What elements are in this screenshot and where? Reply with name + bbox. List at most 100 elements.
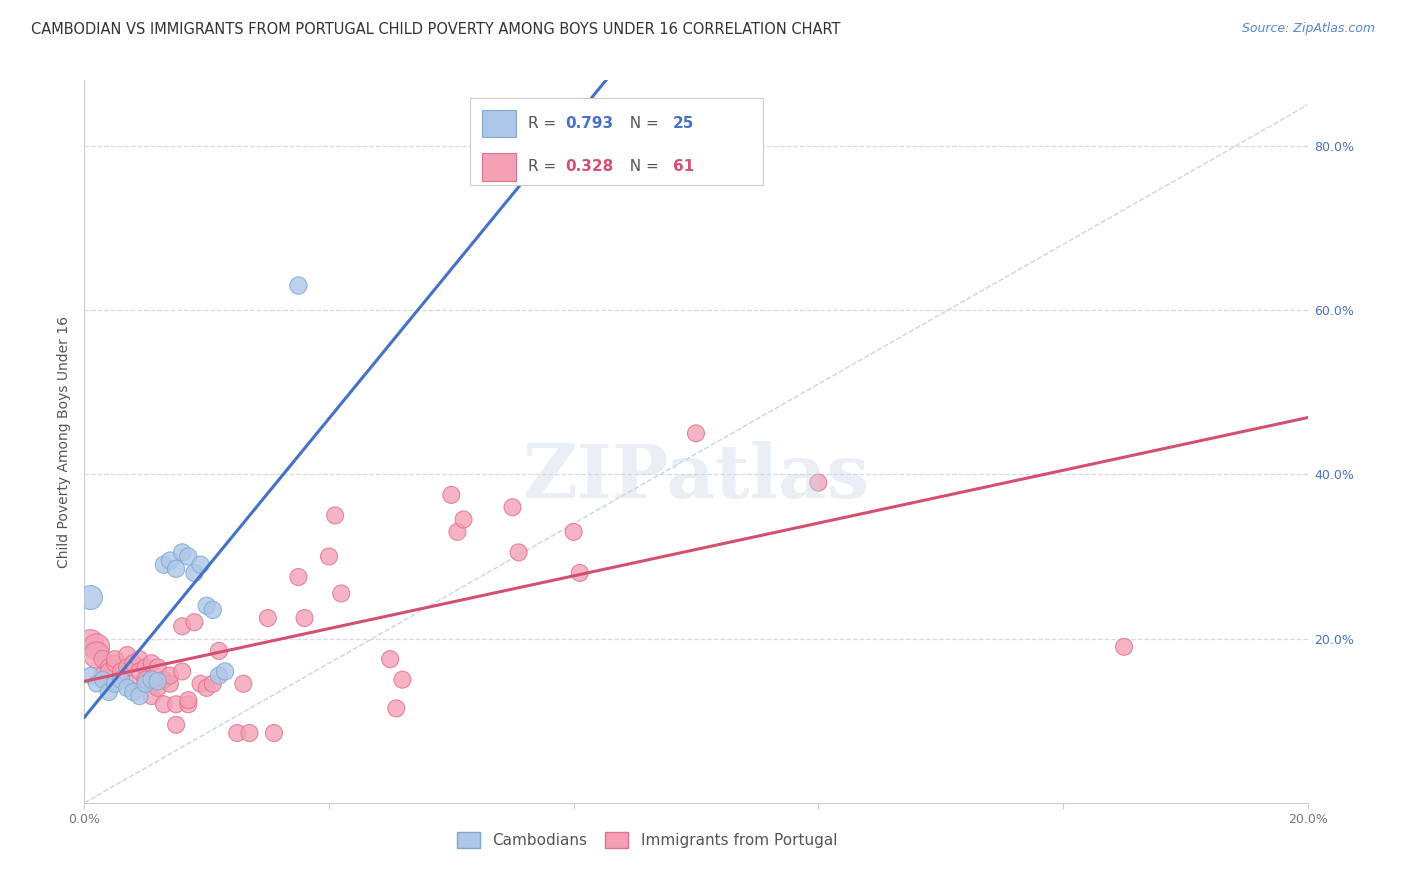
Point xyxy=(568,566,591,580)
Point xyxy=(562,524,585,539)
Point xyxy=(153,558,176,572)
Point xyxy=(128,652,150,666)
Point xyxy=(172,545,194,559)
Point xyxy=(453,512,475,526)
Point xyxy=(79,636,101,650)
Text: 0.328: 0.328 xyxy=(565,160,613,175)
Point xyxy=(110,668,132,682)
FancyBboxPatch shape xyxy=(482,153,516,181)
Point xyxy=(104,652,127,666)
Point xyxy=(86,640,108,654)
Point xyxy=(226,726,249,740)
Point xyxy=(141,689,163,703)
Text: N =: N = xyxy=(620,116,664,131)
Point xyxy=(104,657,127,671)
Text: 61: 61 xyxy=(672,160,695,175)
Point xyxy=(97,660,120,674)
Point xyxy=(122,657,145,671)
Point xyxy=(115,681,138,695)
Point xyxy=(177,698,200,712)
Point xyxy=(208,668,231,682)
Point xyxy=(135,673,157,687)
FancyBboxPatch shape xyxy=(482,110,516,137)
Point xyxy=(177,549,200,564)
Point xyxy=(110,673,132,687)
Point xyxy=(385,701,408,715)
Point xyxy=(128,665,150,679)
Point xyxy=(183,566,205,580)
Point xyxy=(177,693,200,707)
Text: ZIPatlas: ZIPatlas xyxy=(523,442,869,514)
Point xyxy=(294,611,316,625)
Point xyxy=(172,619,194,633)
Legend: Cambodians, Immigrants from Portugal: Cambodians, Immigrants from Portugal xyxy=(451,826,844,855)
Point xyxy=(153,698,176,712)
Point xyxy=(214,665,236,679)
Point xyxy=(135,660,157,674)
Point xyxy=(122,685,145,699)
Point xyxy=(195,681,218,695)
Point xyxy=(287,570,309,584)
Point xyxy=(91,673,114,687)
Point xyxy=(79,591,101,605)
Text: CAMBODIAN VS IMMIGRANTS FROM PORTUGAL CHILD POVERTY AMONG BOYS UNDER 16 CORRELAT: CAMBODIAN VS IMMIGRANTS FROM PORTUGAL CH… xyxy=(31,22,841,37)
Point xyxy=(208,644,231,658)
Point xyxy=(146,660,169,674)
Point xyxy=(97,685,120,699)
Text: R =: R = xyxy=(529,116,561,131)
Point xyxy=(159,553,181,567)
Point xyxy=(183,615,205,630)
Point xyxy=(380,652,402,666)
Point xyxy=(122,677,145,691)
Point xyxy=(79,668,101,682)
Point xyxy=(146,674,169,689)
Point xyxy=(91,668,114,682)
Point xyxy=(115,660,138,674)
Point xyxy=(238,726,260,740)
Point xyxy=(257,611,280,625)
Point xyxy=(110,665,132,679)
Point xyxy=(263,726,285,740)
Point xyxy=(502,500,524,515)
Text: N =: N = xyxy=(620,160,664,175)
FancyBboxPatch shape xyxy=(470,98,763,185)
Point xyxy=(135,677,157,691)
Point xyxy=(159,668,181,682)
Point xyxy=(190,558,212,572)
Y-axis label: Child Poverty Among Boys Under 16: Child Poverty Among Boys Under 16 xyxy=(58,316,72,567)
Point xyxy=(201,603,224,617)
Point xyxy=(440,488,463,502)
Point xyxy=(195,599,218,613)
Point xyxy=(128,689,150,703)
Point xyxy=(323,508,346,523)
Point xyxy=(115,648,138,662)
Point xyxy=(153,673,176,687)
Point xyxy=(91,652,114,666)
Point xyxy=(232,677,254,691)
Point xyxy=(1114,640,1136,654)
Point xyxy=(141,657,163,671)
Point xyxy=(146,681,169,695)
Point xyxy=(190,677,212,691)
Point xyxy=(330,586,353,600)
Text: 0.793: 0.793 xyxy=(565,116,613,131)
Point xyxy=(287,278,309,293)
Point xyxy=(685,426,707,441)
Point xyxy=(446,524,468,539)
Point xyxy=(159,677,181,691)
Point xyxy=(172,665,194,679)
Point xyxy=(807,475,830,490)
Point xyxy=(165,562,187,576)
Point xyxy=(508,545,530,559)
Point xyxy=(165,718,187,732)
Point xyxy=(141,673,163,687)
Text: R =: R = xyxy=(529,160,561,175)
Text: Source: ZipAtlas.com: Source: ZipAtlas.com xyxy=(1241,22,1375,36)
Point xyxy=(86,648,108,662)
Point xyxy=(201,677,224,691)
Point xyxy=(318,549,340,564)
Point xyxy=(104,677,127,691)
Point xyxy=(86,677,108,691)
Text: 25: 25 xyxy=(672,116,695,131)
Point xyxy=(165,698,187,712)
